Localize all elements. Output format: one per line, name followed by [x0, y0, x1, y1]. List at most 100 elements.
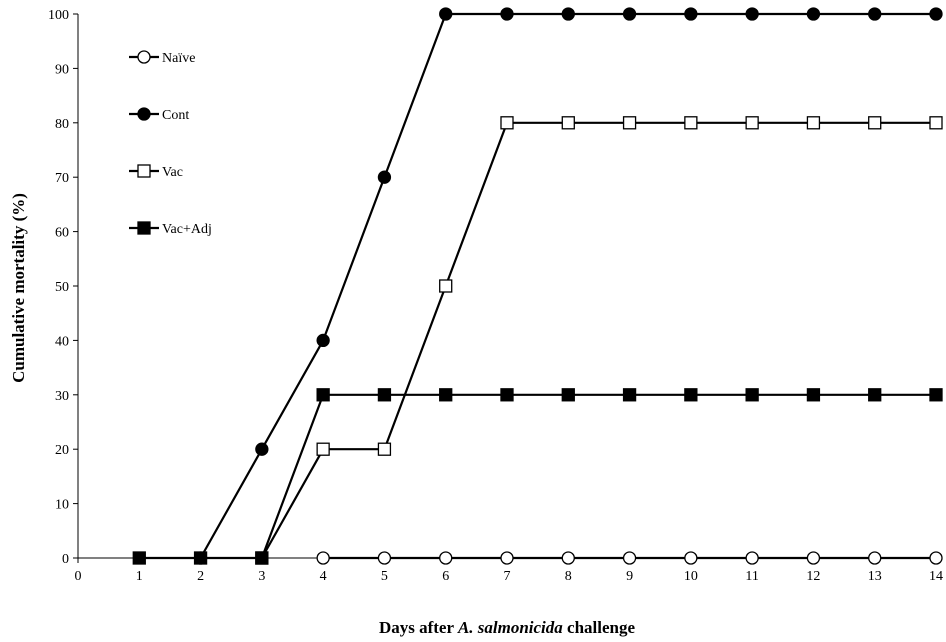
x-tick-label: 2 — [197, 569, 204, 584]
legend-label: Vac+Adj — [162, 222, 212, 237]
x-tick-label: 10 — [684, 569, 698, 584]
legend-entry: Vac+Adj — [129, 221, 212, 237]
x-tick-label: 12 — [806, 569, 820, 584]
data-point — [868, 7, 882, 21]
data-point — [868, 388, 882, 402]
series-2 — [255, 116, 943, 565]
legend: Naïve Cont Vac Vac+Adj — [129, 50, 212, 237]
y-tick-label: 60 — [55, 226, 69, 241]
data-point — [377, 170, 392, 184]
data-point — [377, 442, 392, 456]
data-point — [622, 388, 637, 402]
data-point — [193, 551, 208, 565]
data-point — [316, 442, 330, 456]
y-tick-label: 100 — [48, 8, 69, 23]
data-point — [745, 116, 759, 130]
data-point — [439, 388, 453, 402]
data-point — [684, 388, 698, 402]
x-tick-label: 0 — [75, 569, 82, 584]
data-point — [929, 551, 943, 565]
x-tick-label: 8 — [565, 569, 572, 584]
y-tick-label: 30 — [55, 389, 69, 404]
data-point — [868, 551, 882, 565]
y-tick-label: 10 — [55, 498, 69, 513]
data-point — [561, 116, 575, 130]
y-tick-label: 0 — [62, 552, 69, 567]
legend-marker — [137, 50, 151, 64]
data-point — [868, 116, 882, 130]
data-point — [929, 7, 943, 21]
y-tick-label: 40 — [55, 334, 69, 349]
y-tick-label: 70 — [55, 171, 69, 186]
y-tick-label: 90 — [55, 62, 69, 77]
x-tick-label: 11 — [745, 569, 758, 584]
legend-marker — [137, 221, 151, 235]
data-point — [806, 388, 821, 402]
data-point — [439, 279, 453, 293]
x-axis-title-part: Days after — [379, 618, 458, 637]
data-point — [561, 388, 575, 402]
x-axis-title: Days after A. salmonicida challenge — [379, 618, 636, 637]
y-tick-label: 20 — [55, 443, 69, 458]
data-point — [377, 388, 392, 402]
data-point — [316, 551, 330, 565]
plot-area — [132, 7, 943, 565]
y-tick-label: 50 — [55, 280, 69, 295]
data-point — [132, 551, 146, 565]
x-tick-label: 5 — [381, 569, 388, 584]
x-tick-label: 9 — [626, 569, 633, 584]
legend-marker — [137, 107, 151, 121]
data-point — [684, 116, 698, 130]
y-tick-label: 80 — [55, 117, 69, 132]
data-point — [500, 7, 514, 21]
data-point — [255, 551, 269, 565]
x-axis-title-part: A. salmonicida — [457, 618, 563, 637]
data-point — [316, 333, 330, 348]
data-point — [745, 7, 759, 21]
series-0 — [316, 551, 943, 565]
series-3 — [132, 388, 943, 565]
data-point — [561, 7, 575, 21]
data-point — [806, 551, 821, 565]
data-point — [684, 7, 698, 21]
data-point — [745, 551, 759, 565]
legend-marker — [137, 164, 151, 178]
data-point — [439, 551, 453, 565]
data-point — [561, 551, 575, 565]
data-point — [500, 551, 514, 565]
x-tick-label: 13 — [868, 569, 882, 584]
legend-entry: Cont — [129, 107, 189, 123]
data-point — [929, 116, 943, 130]
data-point — [255, 442, 269, 456]
legend-label: Naïve — [162, 51, 195, 66]
data-point — [439, 7, 453, 21]
y-axis-title: Cumulative mortality (%) — [9, 193, 28, 383]
data-point — [500, 388, 514, 402]
data-point — [500, 116, 514, 130]
legend-label: Cont — [162, 108, 189, 123]
series-line — [199, 12, 936, 559]
legend-entry: Vac — [129, 164, 183, 180]
data-point — [622, 7, 637, 21]
data-point — [745, 388, 759, 402]
x-tick-label: 1 — [136, 569, 143, 584]
x-axis-title-part: challenge — [563, 618, 636, 637]
x-tick-label: 6 — [442, 569, 449, 584]
x-tick-label: 3 — [258, 569, 265, 584]
legend-label: Vac — [162, 165, 183, 180]
data-point — [377, 551, 392, 565]
data-point — [806, 7, 821, 21]
data-point — [622, 116, 637, 130]
x-tick-label: 7 — [504, 569, 511, 584]
data-point — [316, 388, 330, 402]
data-point — [929, 388, 943, 402]
data-point — [806, 116, 821, 130]
data-point — [622, 551, 637, 565]
x-tick-label: 14 — [929, 569, 943, 584]
legend-entry: Naïve — [129, 50, 195, 66]
series-line — [139, 393, 936, 560]
x-tick-label: 4 — [320, 569, 327, 584]
data-point — [684, 551, 698, 565]
